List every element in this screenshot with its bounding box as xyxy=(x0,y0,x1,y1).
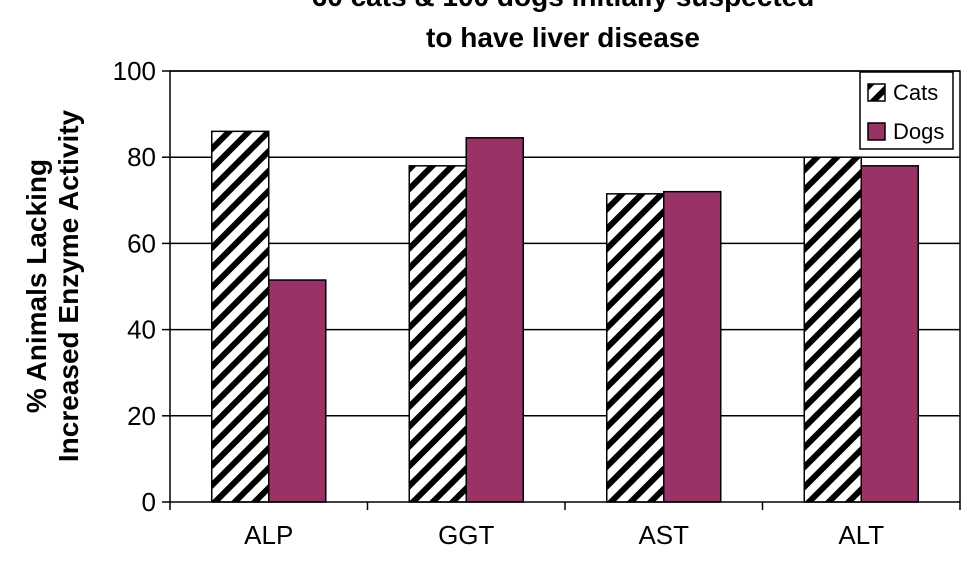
legend-label-dogs: Dogs xyxy=(893,119,944,144)
x-category-label-alt: ALT xyxy=(838,520,884,550)
chart-title: 60 cats & 100 dogs initially suspected t… xyxy=(312,0,815,53)
chart-title-line-2: to have liver disease xyxy=(426,22,700,53)
bars xyxy=(211,130,919,503)
bar-dogs-alp xyxy=(268,279,327,503)
y-axis-label-line-1: % Animals Lacking xyxy=(21,159,52,413)
x-category-label-ast: AST xyxy=(638,520,689,550)
y-tick-label-40: 40 xyxy=(127,315,156,345)
bar-cats-alt xyxy=(803,156,862,503)
y-axis-label: % Animals Lacking Increased Enzyme Activ… xyxy=(21,109,84,462)
category-labels: ALP GGT AST ALT xyxy=(244,520,884,550)
legend-swatch-cats xyxy=(867,83,886,102)
bar-dogs-ggt xyxy=(465,137,524,503)
y-tick-labels: 0 20 40 60 80 100 xyxy=(113,56,156,517)
axes xyxy=(162,70,961,510)
legend-swatch-dogs xyxy=(867,122,886,141)
bar-dogs-alt xyxy=(860,165,919,503)
legend-label-cats: Cats xyxy=(893,80,938,105)
x-category-label-alp: ALP xyxy=(244,520,293,550)
y-axis-label-line-2: Increased Enzyme Activity xyxy=(53,109,84,462)
x-category-label-ggt: GGT xyxy=(438,520,494,550)
y-tick-label-80: 80 xyxy=(127,142,156,172)
bar-cats-ast xyxy=(606,193,665,503)
legend: Cats Dogs xyxy=(859,71,954,150)
chart-title-line-1: 60 cats & 100 dogs initially suspected xyxy=(312,0,815,12)
y-tick-label-100: 100 xyxy=(113,56,156,86)
y-tick-label-0: 0 xyxy=(142,487,156,517)
bar-cats-alp xyxy=(211,130,270,503)
bar-cats-ggt xyxy=(408,165,467,503)
y-tick-label-60: 60 xyxy=(127,228,156,258)
y-tick-label-20: 20 xyxy=(127,401,156,431)
bar-dogs-ast xyxy=(663,190,722,503)
